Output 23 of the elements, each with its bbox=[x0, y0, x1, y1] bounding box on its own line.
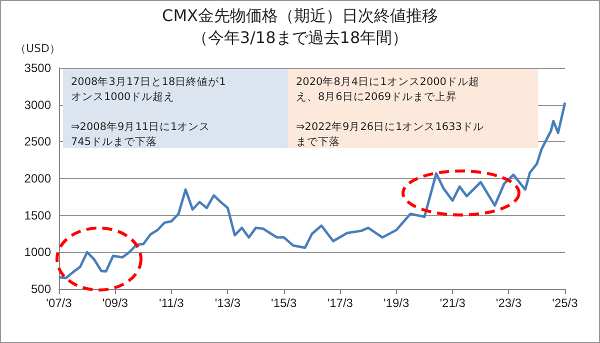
text: 2020年8月4日に1オンス2000ドル超え、8月6日に2069ドルまで上昇 ⇒2022年9月26日に1オンス1633ドルまで下落 bbox=[296, 76, 484, 148]
y-tick-label: 3000 bbox=[24, 98, 52, 112]
chart-subtitle: （今年3/18まで過去18年間） bbox=[192, 28, 408, 47]
x-tick-label: '19/3 bbox=[383, 296, 410, 310]
y-tick-label: 2000 bbox=[24, 172, 52, 186]
x-tick-label: '11/3 bbox=[159, 296, 184, 310]
y-tick-label: 500 bbox=[30, 282, 52, 296]
y-tick-label: 1000 bbox=[24, 245, 52, 260]
x-tick-label: '23/3 bbox=[496, 296, 522, 310]
y-tick-label: 2500 bbox=[24, 134, 52, 149]
text: 2008年3月17日と18日終値が1オンス1000ドル超え ⇒2008年9月11日に1オンス745ドルまで下落 bbox=[71, 76, 226, 148]
x-tick-label: '15/3 bbox=[271, 296, 298, 310]
x-tick-label: '09/3 bbox=[102, 296, 128, 310]
x-tick-label: '13/3 bbox=[214, 296, 241, 310]
x-tick-label: '07/3 bbox=[46, 296, 72, 310]
x-tick-label: '25/3 bbox=[552, 296, 578, 310]
x-tick-label: '21/3 bbox=[440, 296, 466, 310]
x-tick-label: '17/3 bbox=[327, 296, 354, 310]
chart-title: CMX金先物価格（期近）日次終値推移 bbox=[161, 5, 439, 27]
y-tick-label: 3500 bbox=[24, 61, 52, 75]
y-axis-title: （USD） bbox=[15, 41, 61, 56]
line-series bbox=[58, 101, 566, 280]
y-tick-label: 1500 bbox=[24, 208, 52, 222]
